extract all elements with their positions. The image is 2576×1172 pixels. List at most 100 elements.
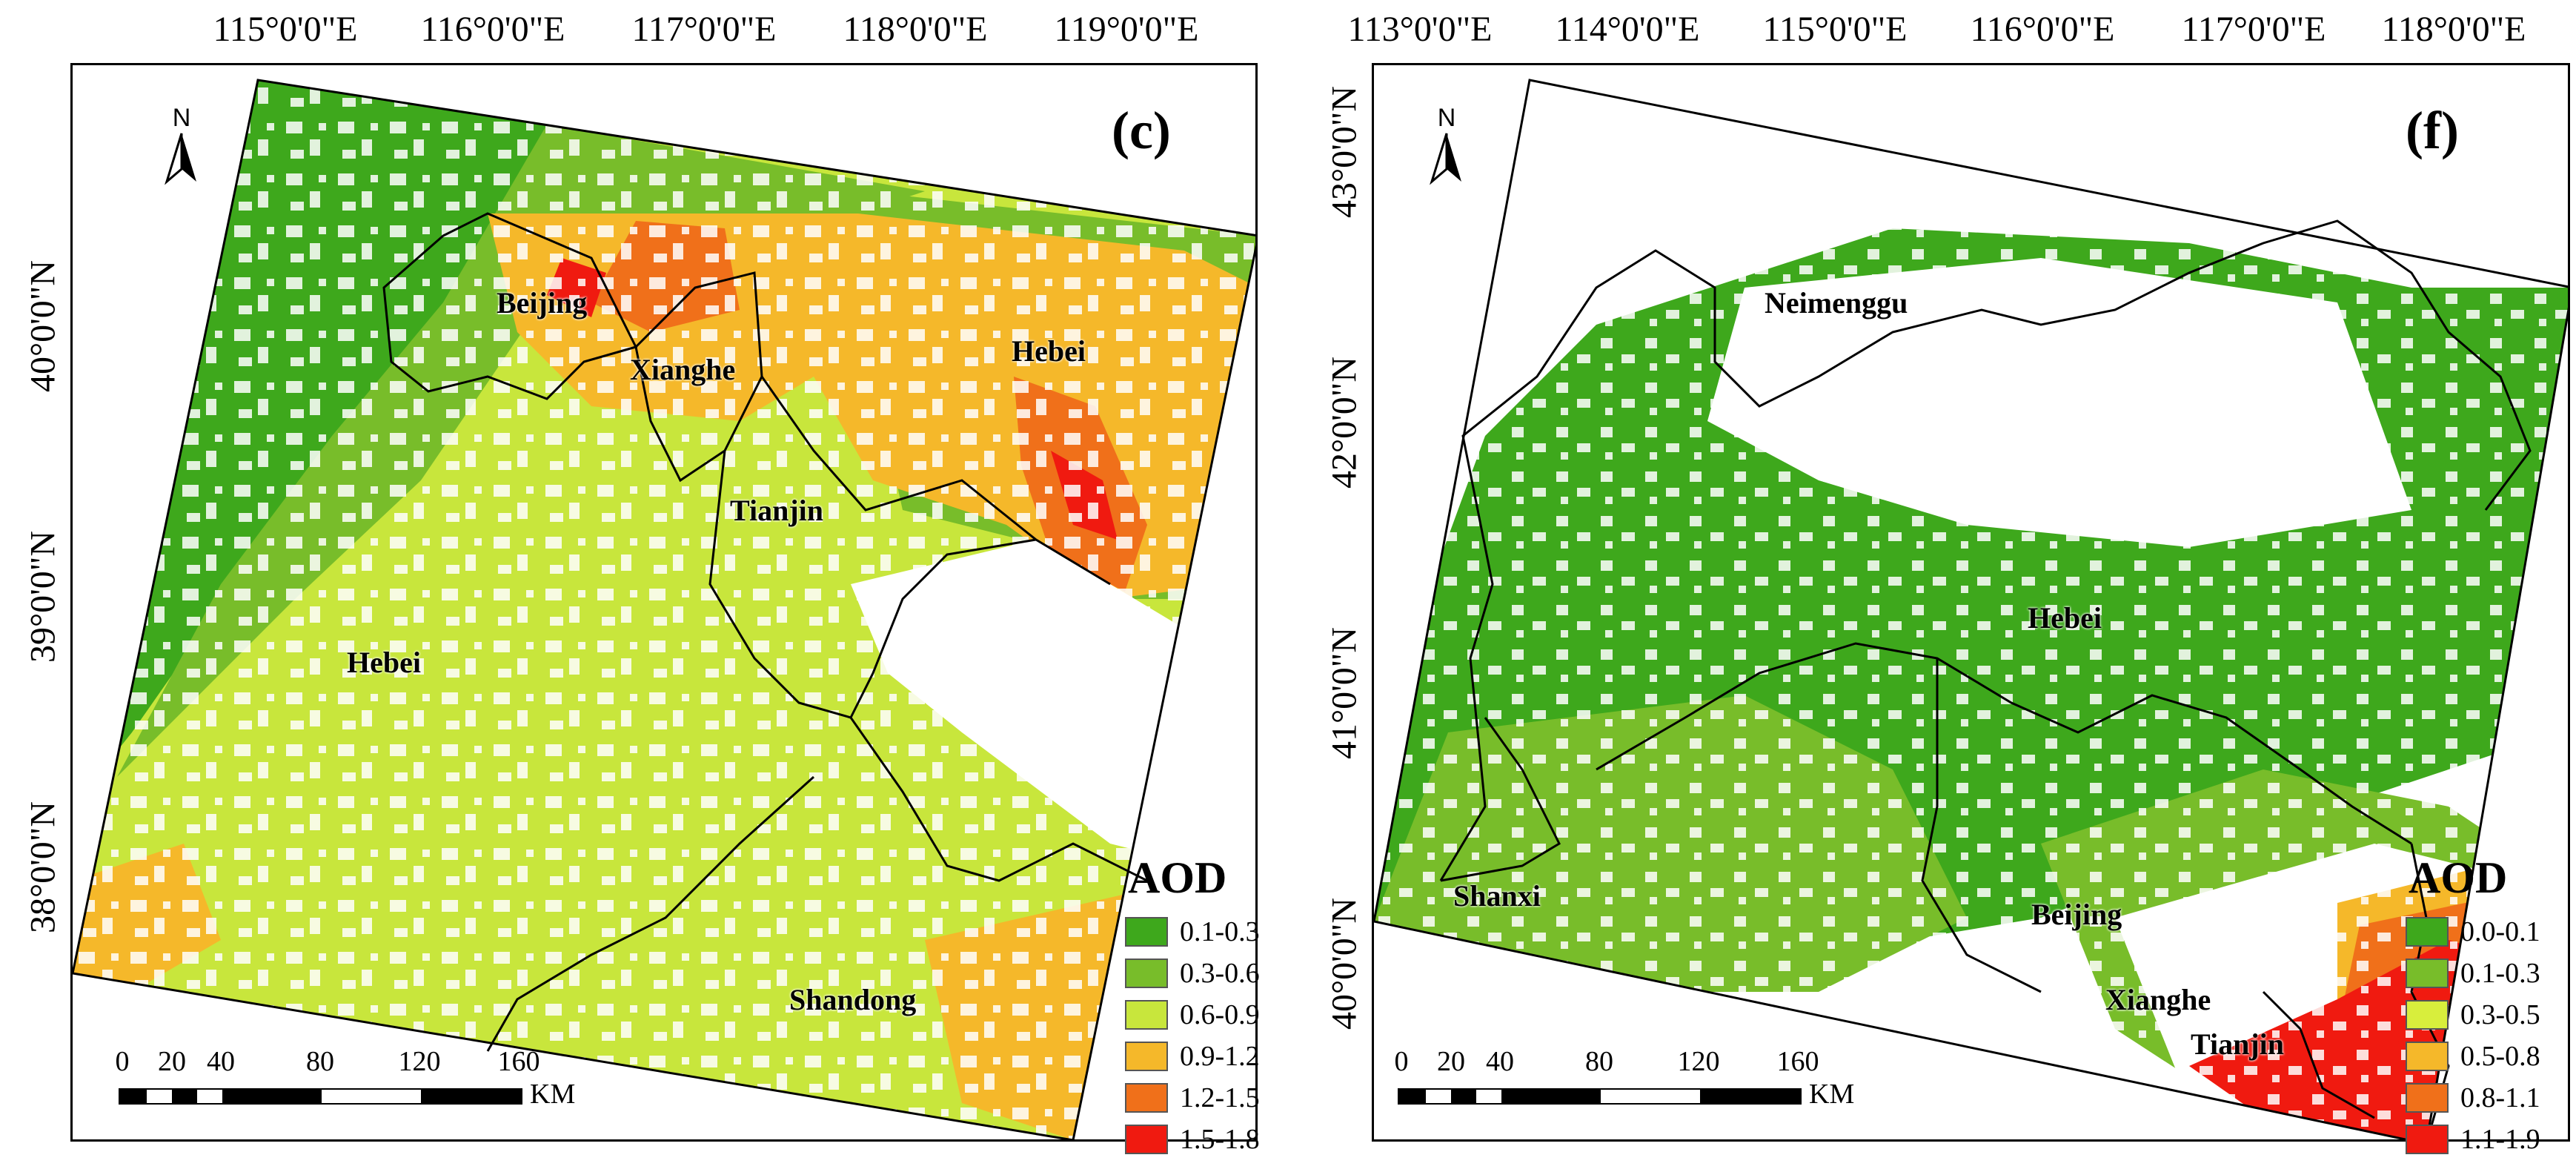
scale-label: 120	[398, 1046, 441, 1077]
place-label: Hebei	[1012, 334, 1086, 368]
north-arrow-icon	[1430, 133, 1461, 185]
scale-label: 40	[207, 1046, 235, 1077]
legend-item: 0.3-0.6	[1125, 953, 1260, 994]
scale-unit: KM	[1809, 1079, 1855, 1110]
legend-swatch	[1125, 1083, 1168, 1113]
legend-label: 1.1-1.9	[2460, 1124, 2540, 1155]
longitude-tick: 117°0'0"E	[2181, 10, 2326, 49]
place-label: Tianjin	[2191, 1027, 2284, 1061]
scale-label: 0	[1394, 1046, 1409, 1077]
legend-label: 0.5-0.8	[2460, 1041, 2540, 1072]
latitude-tick: 41°0'0"N	[1324, 626, 1364, 760]
longitude-tick: 114°0'0"E	[1555, 10, 1700, 49]
panel-letter: (c)	[1112, 101, 1171, 160]
longitude-tick: 118°0'0"E	[843, 10, 988, 49]
aod-raster-map	[1374, 79, 2568, 1139]
scale-label: 160	[1776, 1046, 1819, 1077]
longitude-tick: 116°0'0"E	[420, 10, 565, 49]
longitude-tick: 115°0'0"E	[1762, 10, 1908, 49]
longitude-tick: 118°0'0"E	[2381, 10, 2526, 49]
scale-bar-segments	[1398, 1088, 1802, 1105]
aod-legend: AOD 0.1-0.3 0.3-0.6 0.6-0.9 0.9-1.2 1.2-…	[1125, 852, 1260, 1160]
north-arrow: N	[159, 104, 204, 185]
place-label: Xianghe	[630, 353, 736, 386]
north-label: N	[172, 104, 191, 132]
legend-swatch	[1125, 959, 1168, 988]
longitude-tick: 117°0'0"E	[631, 10, 777, 49]
legend-swatch	[2406, 1083, 2449, 1113]
panel-letter: (f)	[2406, 101, 2459, 160]
legend-title: AOD	[1128, 853, 1227, 902]
place-label: Beijing	[497, 286, 588, 320]
legend-swatch	[1125, 1042, 1168, 1071]
north-arrow: N	[1424, 104, 1469, 185]
aod-raster-map	[73, 79, 1255, 1139]
legend-label: 0.3-0.5	[2460, 999, 2540, 1030]
legend-swatch	[1125, 1125, 1168, 1154]
scale-label: 80	[306, 1046, 334, 1077]
scale-label: 0	[115, 1046, 130, 1077]
scale-unit: KM	[530, 1079, 576, 1110]
scale-bar: 0 20 40 80 120 160 KM	[115, 1045, 623, 1119]
legend-item: 0.6-0.9	[1125, 994, 1260, 1036]
legend-item: 0.1-0.3	[2406, 953, 2540, 994]
north-arrow-icon	[165, 133, 196, 185]
legend-item: 0.0-0.1	[2406, 911, 2540, 953]
legend-swatch	[2406, 1042, 2449, 1071]
legend-item: 0.9-1.2	[1125, 1036, 1260, 1077]
legend-label: 0.1-0.3	[2460, 958, 2540, 989]
scale-label: 20	[158, 1046, 186, 1077]
longitude-tick: 115°0'0"E	[213, 10, 358, 49]
legend-swatch	[2406, 1125, 2449, 1154]
latitude-tick: 40°0'0"N	[1324, 897, 1364, 1030]
scale-label: 80	[1585, 1046, 1613, 1077]
scale-label: 40	[1486, 1046, 1514, 1077]
place-label: Hebei	[2028, 601, 2102, 635]
scale-label: 20	[1437, 1046, 1465, 1077]
legend-swatch	[2406, 1000, 2449, 1030]
legend-label: 0.0-0.1	[2460, 916, 2540, 947]
legend-label: 1.5-1.8	[1180, 1124, 1260, 1155]
map-frame	[70, 63, 1258, 1142]
map-frame	[1372, 63, 2570, 1142]
legend-item: 0.8-1.1	[2406, 1077, 2540, 1119]
legend-swatch	[2406, 959, 2449, 988]
legend-swatch	[1125, 1000, 1168, 1030]
latitude-tick: 43°0'0"N	[1324, 85, 1364, 219]
longitude-tick: 116°0'0"E	[1970, 10, 2115, 49]
legend-item: 1.5-1.8	[1125, 1119, 1260, 1160]
legend-title: AOD	[2409, 853, 2508, 902]
latitude-tick: 42°0'0"N	[1324, 356, 1364, 489]
aod-legend: AOD 0.0-0.1 0.1-0.3 0.3-0.5 0.5-0.8 0.8-…	[2406, 852, 2540, 1160]
scale-label: 160	[497, 1046, 540, 1077]
legend-label: 1.2-1.5	[1180, 1082, 1260, 1113]
legend-label: 0.6-0.9	[1180, 999, 1260, 1030]
place-label: Tianjin	[730, 494, 823, 527]
legend-item: 0.1-0.3	[1125, 911, 1260, 953]
scale-bar-segments	[119, 1088, 522, 1105]
legend-label: 0.9-1.2	[1180, 1041, 1260, 1072]
legend-item: 1.1-1.9	[2406, 1119, 2540, 1160]
map-panel-f: 113°0'0"E 114°0'0"E 115°0'0"E 116°0'0"E …	[1301, 0, 2576, 1172]
latitude-tick: 38°0'0"N	[23, 801, 63, 934]
legend-swatch	[2406, 917, 2449, 947]
latitude-tick: 40°0'0"N	[23, 259, 63, 393]
map-panel-c: 115°0'0"E 116°0'0"E 117°0'0"E 118°0'0"E …	[0, 0, 1276, 1172]
legend-item: 0.3-0.5	[2406, 994, 2540, 1036]
legend-label: 0.3-0.6	[1180, 958, 1260, 989]
place-label: Hebei	[347, 646, 421, 679]
latitude-tick: 39°0'0"N	[23, 530, 63, 663]
longitude-tick: 113°0'0"E	[1347, 10, 1493, 49]
place-label: Xianghe	[2105, 983, 2211, 1016]
north-label: N	[1437, 104, 1456, 132]
place-label: Shandong	[789, 983, 917, 1016]
place-label: Shanxi	[1453, 879, 1541, 913]
longitude-tick: 119°0'0"E	[1054, 10, 1199, 49]
legend-label: 0.8-1.1	[2460, 1082, 2540, 1113]
scale-label: 120	[1677, 1046, 1720, 1077]
legend-label: 0.1-0.3	[1180, 916, 1260, 947]
scale-bar: 0 20 40 80 120 160 KM	[1394, 1045, 1902, 1119]
legend-item: 1.2-1.5	[1125, 1077, 1260, 1119]
place-label: Beijing	[2031, 898, 2122, 931]
legend-item: 0.5-0.8	[2406, 1036, 2540, 1077]
